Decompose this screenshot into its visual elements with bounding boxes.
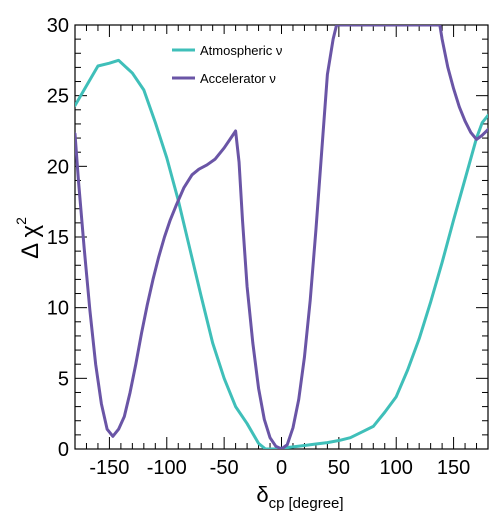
y-tick-label: 30 <box>47 15 69 37</box>
x-tick-label: 0 <box>276 457 287 479</box>
y-tick-label: 20 <box>47 156 69 178</box>
series-line-atmospheric <box>75 58 488 449</box>
x-tick-label: -100 <box>147 457 187 479</box>
legend-label: Accelerator ν <box>200 71 276 86</box>
x-tick-label: -150 <box>89 457 129 479</box>
series-line-accelerator <box>75 25 488 449</box>
x-tick-label: 100 <box>380 457 413 479</box>
y-tick-label: 5 <box>58 368 69 390</box>
legend-label: Atmospheric ν <box>200 43 282 58</box>
x-axis-title: δcp [degree] <box>256 482 343 512</box>
y-tick-label: 10 <box>47 298 69 320</box>
y-tick-label: 15 <box>47 227 69 249</box>
y-tick-label: 25 <box>47 86 69 108</box>
series-group <box>75 25 488 449</box>
y-tick-label: 0 <box>58 439 69 461</box>
legend-box <box>163 34 308 96</box>
y-axis-title: Δ χ2 <box>13 217 44 259</box>
x-tick-label: 150 <box>437 457 470 479</box>
x-tick-label: 50 <box>328 457 350 479</box>
legend: Atmospheric ν Accelerator ν <box>163 34 308 96</box>
x-tick-label: -50 <box>210 457 239 479</box>
